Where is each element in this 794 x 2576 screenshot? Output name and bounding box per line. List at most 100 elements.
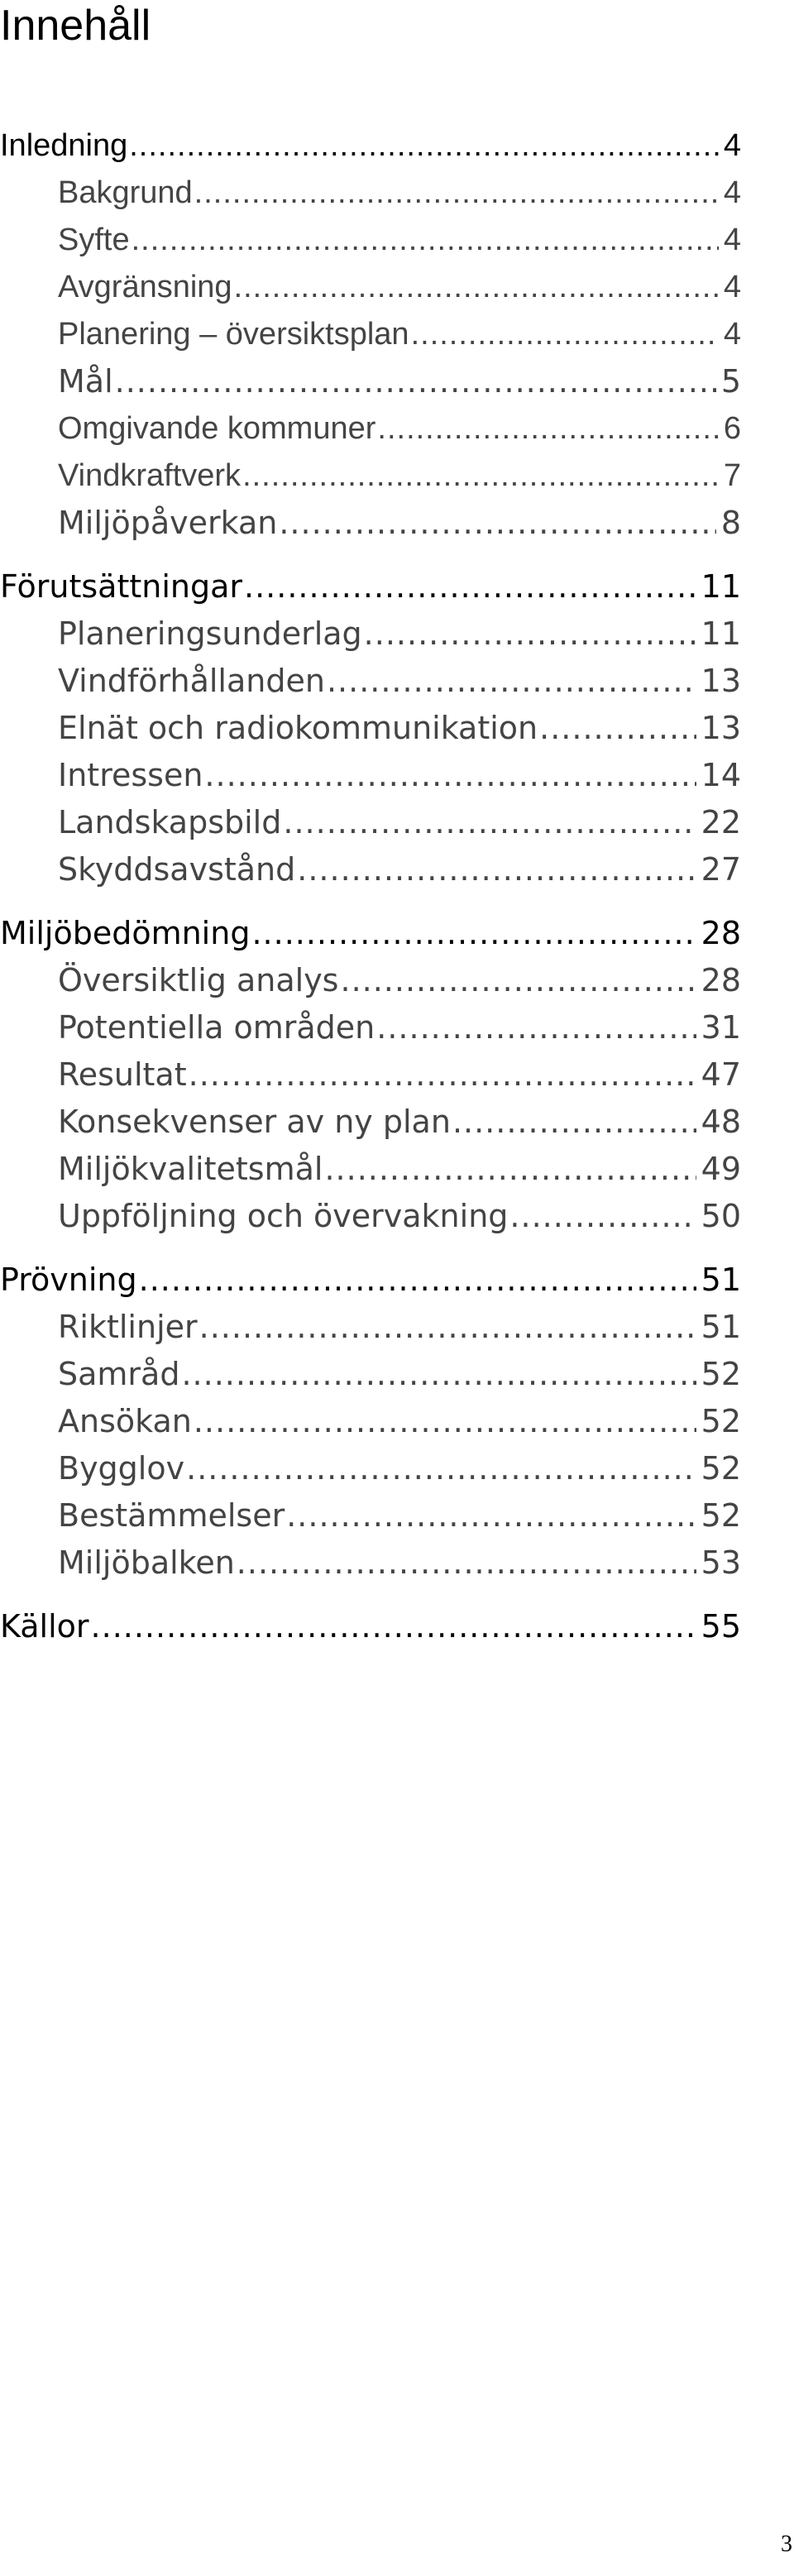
toc-entry-page: 51 <box>701 1262 741 1298</box>
toc-dot-leader <box>283 799 696 846</box>
toc-entry-page: 28 <box>701 962 741 998</box>
toc-entry-page: 49 <box>701 1151 741 1187</box>
toc-entry-label: Bestämmelser <box>58 1497 285 1534</box>
toc-entry-sub[interactable]: Mål 5 <box>0 358 741 405</box>
toc-dot-leader <box>194 170 719 217</box>
toc-entry-sub[interactable]: Bestämmelser 52 <box>0 1492 741 1539</box>
toc-entry-sub[interactable]: Miljöbalken 53 <box>0 1539 741 1587</box>
toc-dot-leader <box>181 1351 696 1398</box>
toc-dot-leader <box>279 500 715 547</box>
toc-dot-leader <box>129 122 719 170</box>
toc-entry-page: 28 <box>701 915 741 951</box>
toc-dot-leader <box>186 1445 696 1492</box>
toc-dot-leader <box>376 1004 696 1051</box>
toc-section: Miljöbedömning 28 Översiktlig analys 28 Pote… <box>0 910 741 1240</box>
toc-entry-main[interactable]: Inledning 4 <box>0 122 741 170</box>
toc-entry-sub[interactable]: Omgivande kommuner 6 <box>0 405 741 452</box>
toc-entry-label: Miljökvalitetsmål <box>58 1151 323 1187</box>
toc-dot-leader <box>411 311 719 358</box>
toc-entry-sub[interactable]: Miljöpåverkan 8 <box>0 500 741 547</box>
toc-entry-sub[interactable]: Konsekvenser av ny plan 48 <box>0 1099 741 1146</box>
toc-dot-leader <box>139 1257 696 1304</box>
toc-entry-main[interactable]: Förutsättningar 11 <box>0 563 741 610</box>
toc-dot-leader <box>234 264 719 311</box>
toc-entry-label: Bakgrund <box>58 175 193 210</box>
toc-entry-sub[interactable]: Vindförhållanden 13 <box>0 658 741 705</box>
toc-entry-sub[interactable]: Skyddsavstånd 27 <box>0 846 741 893</box>
toc-entry-label: Landskapsbild <box>58 804 282 840</box>
toc-entry-label: Uppföljning och övervakning <box>58 1198 509 1234</box>
toc-entry-sub[interactable]: Ansökan 52 <box>0 1398 741 1445</box>
toc-entry-sub[interactable]: Resultat 47 <box>0 1051 741 1099</box>
toc-dot-leader <box>340 957 696 1004</box>
toc-entry-page: 14 <box>701 757 741 793</box>
toc-entry-sub[interactable]: Samråd 52 <box>0 1351 741 1398</box>
toc-entry-main[interactable]: Prövning 51 <box>0 1257 741 1304</box>
toc-dot-leader <box>286 1492 696 1539</box>
toc-dot-leader <box>297 846 696 893</box>
toc-dot-leader <box>377 405 718 452</box>
toc-dot-leader <box>251 910 696 957</box>
toc-entry-label: Omgivande kommuner <box>58 411 376 446</box>
toc-entry-sub[interactable]: Vindkraftverk 7 <box>0 452 741 500</box>
toc-dot-leader <box>539 705 696 752</box>
toc-entry-page: 53 <box>701 1544 741 1581</box>
toc-entry-page: 4 <box>723 128 741 163</box>
toc-entry-sub[interactable]: Miljökvalitetsmål 49 <box>0 1146 741 1193</box>
toc-entry-page: 52 <box>701 1450 741 1487</box>
toc-entry-sub[interactable]: Landskapsbild 22 <box>0 799 741 846</box>
toc-entry-sub[interactable]: Planering – översiktsplan 4 <box>0 311 741 358</box>
toc-section: Prövning51Riktlinjer51Samråd52Ansökan52B… <box>0 1257 741 1587</box>
toc-entry-label: Inledning <box>0 128 128 163</box>
toc-dot-leader <box>199 1304 696 1351</box>
toc-entry-sub[interactable]: Intressen 14 <box>0 752 741 799</box>
toc-entry-page: 47 <box>701 1056 741 1093</box>
toc-entry-sub[interactable]: Elnät och radiokommunikation 13 <box>0 705 741 752</box>
toc-entry-sub[interactable]: Bygglov 52 <box>0 1445 741 1492</box>
toc-entry-label: Översiktlig analys <box>58 962 339 998</box>
toc-dot-leader <box>509 1193 696 1240</box>
toc-dot-leader <box>327 658 696 705</box>
toc-section: Inledning 4 Bakgrund 4 Syfte 4 Avgränsning4Pla… <box>0 122 741 547</box>
toc-entry-label: Skyddsavstånd <box>58 851 296 888</box>
toc-entry-sub[interactable]: Avgränsning 4 <box>0 264 741 311</box>
toc-entry-page: 4 <box>723 175 741 210</box>
toc-entry-page: 52 <box>701 1403 741 1439</box>
toc-entry-sub[interactable]: Syfte 4 <box>0 217 741 264</box>
toc-entry-page: 7 <box>723 458 741 493</box>
toc-entry-sub[interactable]: Riktlinjer 51 <box>0 1304 741 1351</box>
toc-dot-leader <box>115 358 716 405</box>
toc-entry-sub[interactable]: Bakgrund 4 <box>0 170 741 217</box>
toc-entry-label: Bygglov <box>58 1450 185 1487</box>
toc-entry-page: 31 <box>701 1009 741 1046</box>
toc-entry-label: Miljöbedömning <box>0 915 251 951</box>
toc-entry-page: 11 <box>701 615 741 652</box>
toc-entry-main[interactable]: Källor 55 <box>0 1603 741 1650</box>
page-number: 3 <box>781 2531 792 2557</box>
toc-entry-label: Mål <box>58 363 113 400</box>
toc-dot-leader <box>364 610 696 658</box>
toc-entry-label: Förutsättningar <box>0 568 242 605</box>
toc-dot-leader <box>242 452 719 500</box>
toc-entry-page: 4 <box>723 317 741 352</box>
toc-entry-page: 6 <box>723 411 741 446</box>
toc-entry-sub[interactable]: Potentiella områden 31 <box>0 1004 741 1051</box>
toc-entry-label: Potentiella områden <box>58 1009 375 1046</box>
toc-entry-main[interactable]: Miljöbedömning 28 <box>0 910 741 957</box>
toc-dot-leader <box>244 563 696 610</box>
toc-entry-page: 27 <box>701 851 741 888</box>
toc-entry-sub[interactable]: Uppföljning och övervakning 50 <box>0 1193 741 1240</box>
toc-entry-label: Riktlinjer <box>58 1309 198 1345</box>
toc-entry-page: 4 <box>723 223 741 257</box>
toc-entry-label: Miljöpåverkan <box>58 505 278 541</box>
toc-entry-page: 11 <box>701 568 741 605</box>
toc-entry-label: Samråd <box>58 1356 180 1392</box>
toc-entry-sub[interactable]: Planeringsunderlag 11 <box>0 610 741 658</box>
toc-entry-sub[interactable]: Översiktlig analys 28 <box>0 957 741 1004</box>
toc-entry-label: Källor <box>0 1608 89 1645</box>
toc-entry-page: 13 <box>701 663 741 699</box>
toc-entry-label: Syfte <box>58 223 130 257</box>
toc-entry-page: 5 <box>720 363 741 400</box>
toc-entry-page: 52 <box>701 1497 741 1534</box>
toc-entry-label: Vindförhållanden <box>58 663 325 699</box>
